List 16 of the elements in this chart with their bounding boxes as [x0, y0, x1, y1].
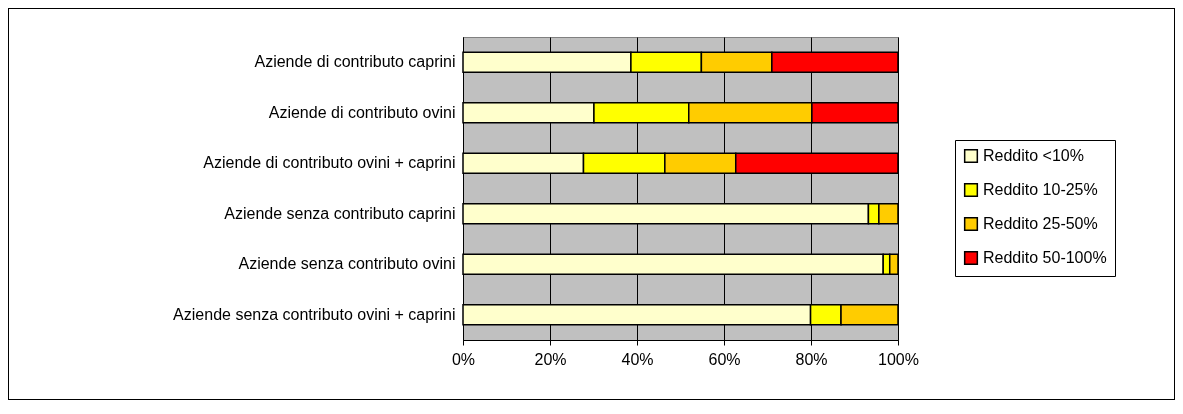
y-tick-label: Aziende senza contributo ovini: [238, 255, 456, 273]
x-tick-label: 40%: [621, 350, 654, 368]
legend-label: Reddito 50-100%: [983, 249, 1107, 266]
x-tick-label: 20%: [534, 350, 567, 368]
x-tick-label: 80%: [795, 350, 828, 368]
y-tick-label: Aziende di contributo ovini + caprini: [203, 154, 456, 172]
x-tick-label: 100%: [878, 350, 919, 368]
x-tick-label: 0%: [451, 350, 476, 368]
y-tick-label: Aziende di contributo caprini: [254, 53, 456, 71]
y-tick-label: Aziende senza contributo caprini: [224, 204, 456, 222]
legend-label: Reddito <10%: [983, 147, 1084, 164]
y-tick-label: Aziende senza contributo ovini + caprini: [173, 305, 456, 323]
y-tick-label: Aziende di contributo ovini: [268, 103, 456, 121]
legend-label: Reddito 25-50%: [983, 215, 1098, 232]
x-tick-label: 60%: [708, 350, 741, 368]
legend-label: Reddito 10-25%: [983, 181, 1098, 198]
